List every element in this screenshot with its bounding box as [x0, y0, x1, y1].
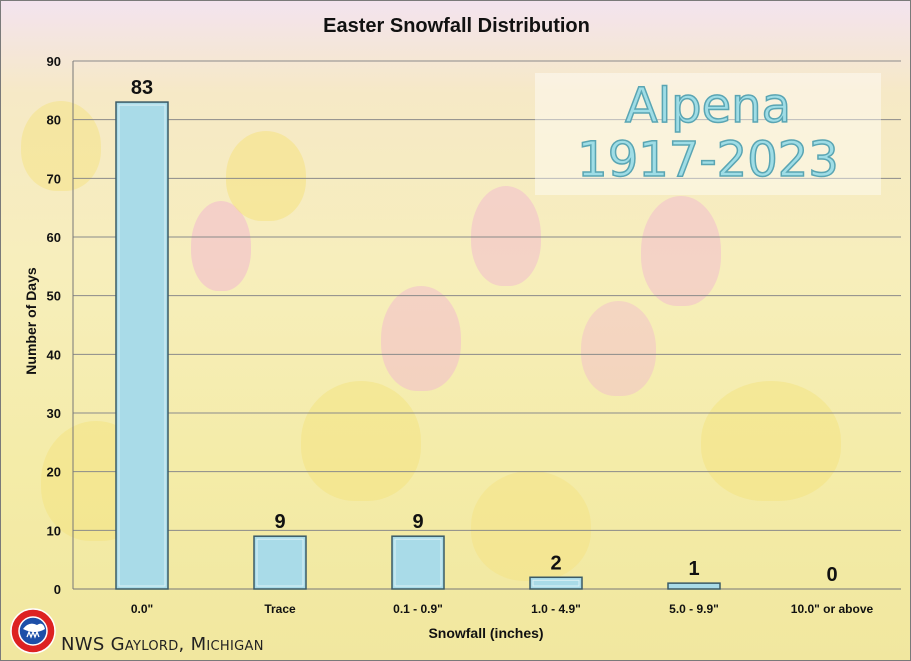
location-name: Alpena — [624, 78, 792, 134]
y-tick-label: 10 — [47, 523, 61, 538]
x-tick-label: 1.0 - 4.9" — [531, 602, 581, 616]
x-tick-label: 0.0" — [131, 602, 153, 616]
background-flower — [381, 286, 461, 391]
bar-highlight — [118, 104, 166, 587]
data-label: 9 — [412, 511, 423, 533]
x-tick-label: 10.0" or above — [791, 602, 874, 616]
background-flower — [471, 186, 541, 286]
background-flower — [471, 471, 591, 581]
y-tick-label: 70 — [47, 171, 61, 186]
y-axis-label: Number of Days — [23, 267, 39, 375]
data-label: 83 — [131, 77, 153, 99]
bar-highlight — [256, 538, 304, 587]
background-flower — [226, 131, 306, 221]
y-tick-label: 30 — [47, 406, 61, 421]
bar — [115, 101, 169, 590]
background-flower — [641, 196, 721, 306]
data-label: 0 — [826, 564, 837, 586]
data-label: 2 — [550, 552, 561, 574]
bar — [667, 582, 721, 590]
data-label: 9 — [274, 511, 285, 533]
nws-logo-icon — [10, 608, 56, 654]
y-tick-label: 60 — [47, 230, 61, 245]
chart-title: Easter Snowfall Distribution — [323, 15, 590, 37]
x-tick-label: Trace — [264, 602, 296, 616]
background-flower — [191, 201, 251, 291]
period-of-record: 1917-2023 — [576, 132, 839, 188]
y-tick-label: 80 — [47, 113, 61, 128]
bar — [391, 535, 445, 590]
background-flower — [701, 381, 841, 501]
bar — [253, 535, 307, 590]
y-tick-label: 90 — [47, 54, 61, 69]
location-overlay: Alpena 1917-2023 — [535, 73, 881, 195]
background-flower — [21, 101, 101, 191]
y-tick-label: 40 — [47, 347, 61, 362]
data-label: 1 — [688, 558, 699, 580]
y-tick-label: 50 — [47, 289, 61, 304]
bar — [529, 576, 583, 590]
background-flower — [581, 301, 656, 396]
x-tick-label: 0.1 - 0.9" — [393, 602, 443, 616]
bar-highlight — [394, 538, 442, 587]
y-tick-label: 20 — [47, 465, 61, 480]
footer-org-name: NWS Gaylord, Michigan — [61, 634, 264, 655]
bar-highlight — [532, 579, 580, 587]
y-tick-label: 0 — [54, 582, 61, 597]
background-flower — [301, 381, 421, 501]
x-tick-label: 5.0 - 9.9" — [669, 602, 719, 616]
x-axis-label: Snowfall (inches) — [428, 625, 544, 641]
